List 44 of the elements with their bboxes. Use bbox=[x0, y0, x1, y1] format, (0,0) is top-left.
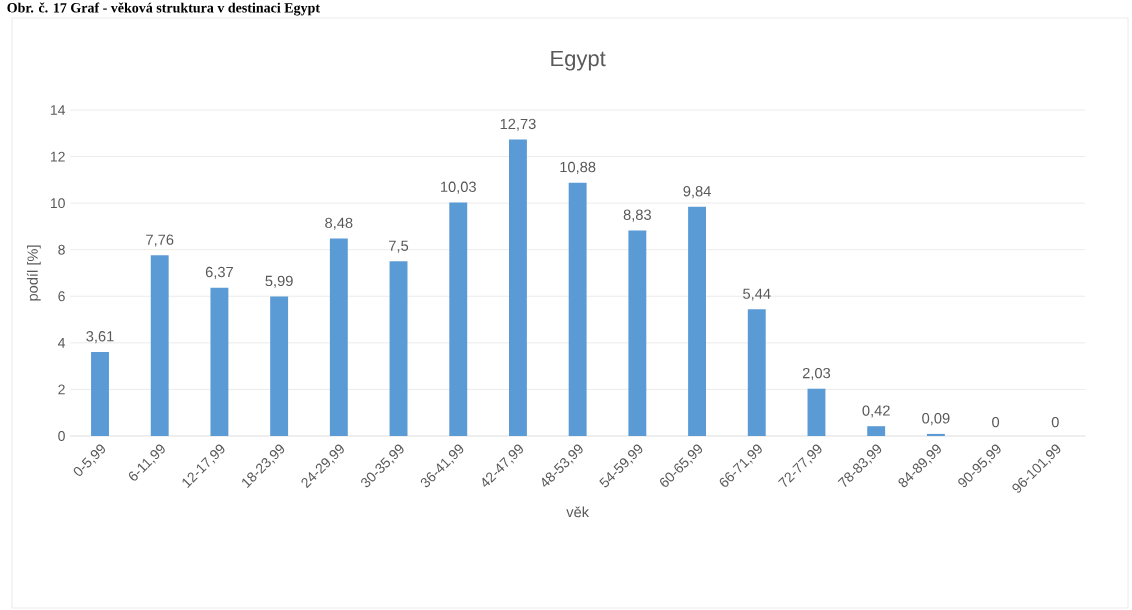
y-tick-label: 14 bbox=[50, 105, 66, 115]
bar bbox=[389, 261, 408, 436]
data-label: 5,44 bbox=[743, 288, 771, 301]
bar bbox=[508, 139, 527, 436]
x-axis-title: věk bbox=[566, 506, 590, 518]
bar bbox=[747, 309, 766, 436]
data-label: 10,88 bbox=[560, 161, 596, 174]
y-tick-label: 10 bbox=[50, 198, 65, 209]
data-label: 0 bbox=[992, 416, 1000, 428]
bar bbox=[270, 296, 289, 436]
bar bbox=[449, 202, 468, 436]
y-axis-title: podíl [%] bbox=[26, 245, 41, 301]
data-label: 2,03 bbox=[802, 367, 831, 381]
bar bbox=[329, 238, 348, 436]
bar bbox=[628, 230, 647, 436]
data-label: 8,83 bbox=[623, 209, 651, 222]
data-label: 9,84 bbox=[683, 186, 711, 199]
y-tick-label: 8 bbox=[58, 244, 65, 255]
y-tick-label: 2 bbox=[58, 384, 65, 395]
data-label: 0 bbox=[1051, 416, 1059, 428]
y-tick-label: 4 bbox=[57, 338, 66, 348]
bar bbox=[150, 255, 169, 436]
text: Obr. č. 17 Graf - věková struktura v destinaci Egypt bbox=[7, 2, 320, 16]
data-label: 8,48 bbox=[325, 217, 353, 230]
data-label: 10,03 bbox=[441, 181, 476, 194]
data-label: 7,5 bbox=[389, 240, 409, 253]
y-tick-label: 12 bbox=[50, 151, 65, 162]
data-label: 3,61 bbox=[86, 331, 114, 344]
data-label: 0,09 bbox=[922, 413, 950, 426]
data-label: 0,42 bbox=[862, 405, 890, 418]
data-label: 12,73 bbox=[500, 118, 536, 131]
bar bbox=[807, 388, 826, 436]
bar bbox=[867, 426, 886, 436]
chart-title: Egypt bbox=[551, 50, 606, 71]
data-label: 7,76 bbox=[146, 234, 174, 247]
bar bbox=[688, 206, 707, 436]
bar bbox=[210, 287, 229, 436]
bar bbox=[926, 433, 945, 436]
bar bbox=[91, 351, 109, 436]
data-label: 5,99 bbox=[265, 275, 293, 288]
bar bbox=[568, 182, 587, 436]
y-tick-label: 0 bbox=[58, 431, 65, 441]
y-tick-label: 6 bbox=[58, 291, 65, 302]
data-label: 6,37 bbox=[205, 266, 233, 279]
